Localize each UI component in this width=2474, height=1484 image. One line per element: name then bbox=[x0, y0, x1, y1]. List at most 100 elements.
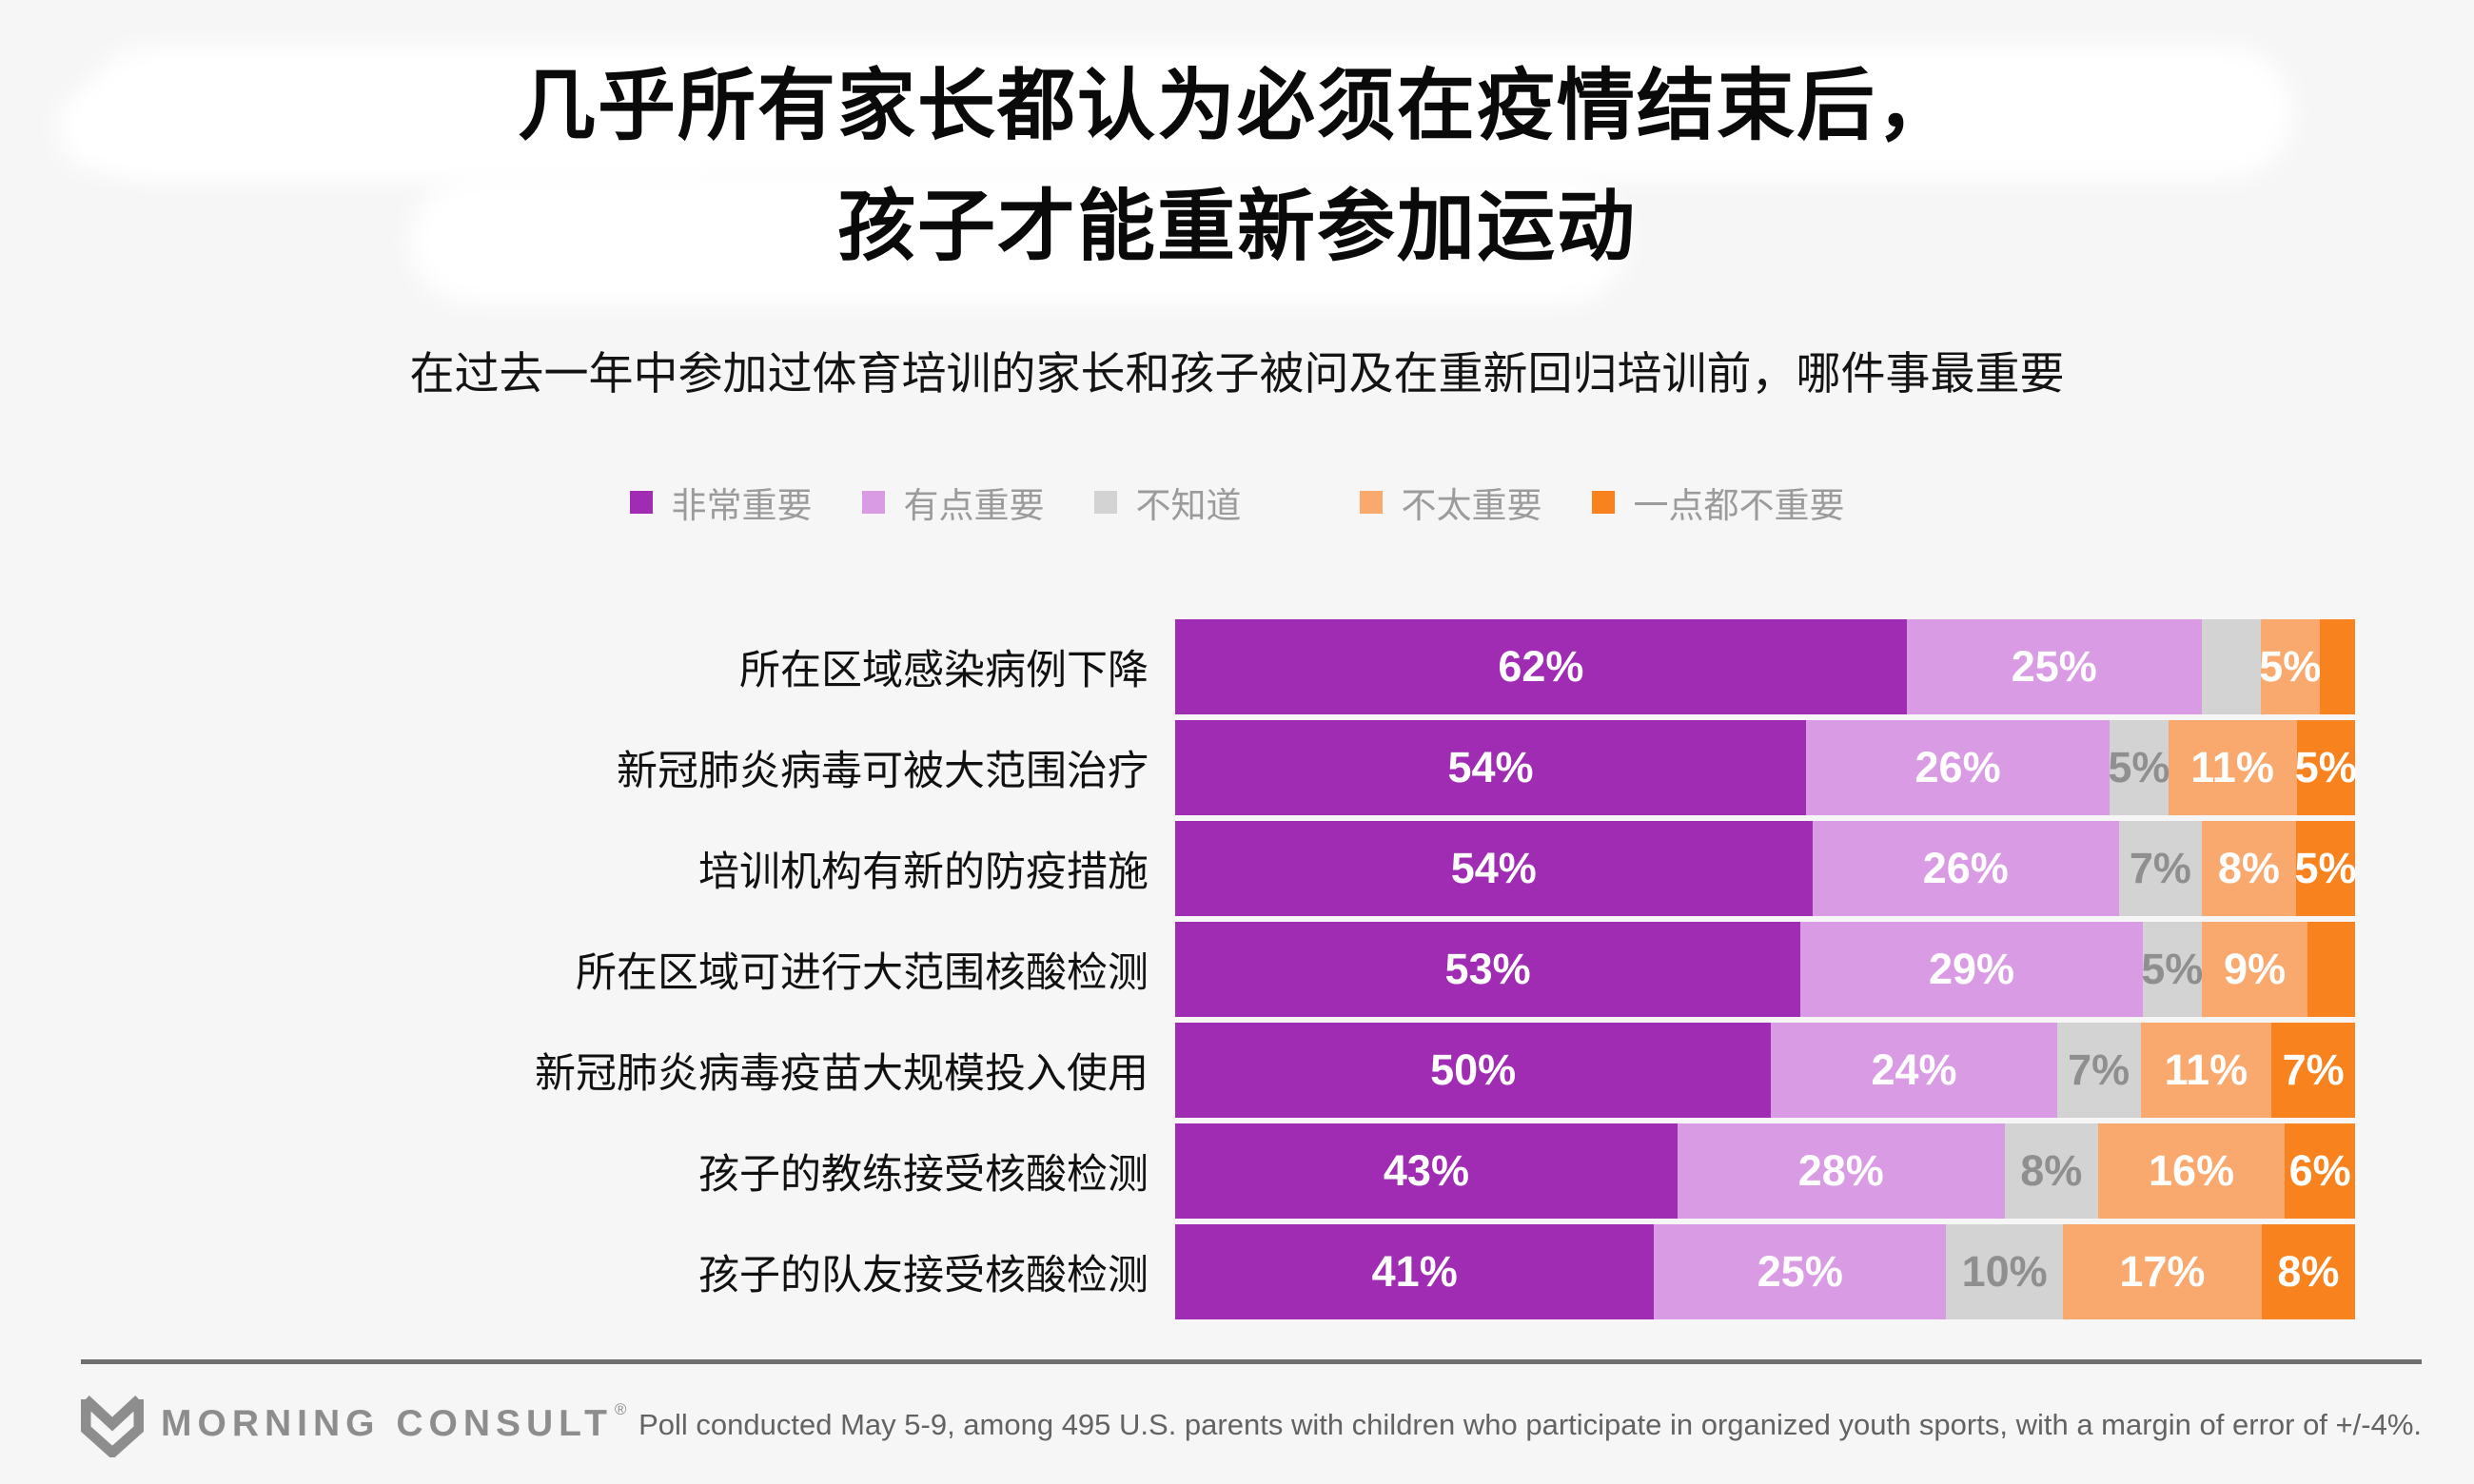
legend-label: 不知道 bbox=[1135, 486, 1242, 526]
bar-segment: 8% bbox=[2004, 1123, 2098, 1220]
bar-segment bbox=[2307, 922, 2355, 1018]
bar-segment-value: 54% bbox=[1450, 844, 1537, 893]
legend-label: 有点重要 bbox=[903, 486, 1045, 526]
legend-swatch-icon bbox=[1591, 491, 1615, 515]
category-label: 孩子的队友接受核酸检测 bbox=[698, 1253, 1149, 1299]
legend: 非常重要 有点重要 不知道 不太重要 一点都不重要 bbox=[0, 477, 2474, 528]
bar-segment: 28% bbox=[1677, 1123, 2005, 1220]
bar-segment bbox=[2319, 619, 2355, 715]
bar-segment: 54% bbox=[1175, 821, 1813, 917]
bar-segment: 54% bbox=[1175, 720, 1806, 816]
logo-wordmark: MORNING CONSULT bbox=[161, 1403, 613, 1445]
bar-segment: 17% bbox=[2063, 1224, 2262, 1320]
category-label: 所在区域感染病例下降 bbox=[739, 648, 1149, 694]
bar-segment: 29% bbox=[1800, 922, 2143, 1018]
bar-segment-value: 54% bbox=[1447, 743, 1534, 792]
bar-segment bbox=[2201, 619, 2261, 715]
bar-segment-value: 50% bbox=[1430, 1045, 1517, 1095]
bar-segment-value: 5% bbox=[2294, 743, 2357, 792]
bar-segment-value: 43% bbox=[1383, 1146, 1469, 1196]
category-label: 新冠肺炎病毒可被大范围治疗 bbox=[617, 749, 1149, 795]
bar-segment-value: 5% bbox=[2259, 642, 2322, 692]
header: 几乎所有家长都认为必须在疫情结束后， 孩子才能重新参加运动 在过去一年中参加过体育… bbox=[0, 0, 2474, 402]
stacked-bar: 53% 29% 5% 9% bbox=[1175, 922, 2355, 1018]
morning-consult-logo: MORNING CONSULT ® bbox=[81, 1393, 627, 1458]
legend-swatch-icon bbox=[1359, 491, 1383, 515]
bar-segment-value: 5% bbox=[2108, 743, 2170, 792]
bar-segment-value: 7% bbox=[2282, 1045, 2345, 1095]
legend-swatch-icon bbox=[1093, 491, 1117, 515]
chart-row: 新冠肺炎病毒疫苗大规模投入使用 50% 24% 7% 11% 7% bbox=[0, 1023, 2474, 1119]
legend-label: 不太重要 bbox=[1401, 486, 1542, 526]
legend-label: 一点都不重要 bbox=[1633, 486, 1845, 526]
stacked-bar: 50% 24% 7% 11% 7% bbox=[1175, 1023, 2355, 1119]
bar-segment-value: 6% bbox=[2288, 1146, 2351, 1196]
bar-segment-value: 53% bbox=[1444, 945, 1531, 994]
bar-segment: 62% bbox=[1175, 619, 1907, 715]
category-label: 孩子的教练接受核酸检测 bbox=[698, 1152, 1149, 1199]
methodology-note: Poll conducted May 5-9, among 495 U.S. p… bbox=[638, 1408, 2422, 1442]
stacked-bar: 54% 26% 7% 8% 5% bbox=[1175, 821, 2357, 917]
bar-segment: 24% bbox=[1771, 1023, 2057, 1119]
bar-segment-value: 5% bbox=[2141, 945, 2204, 994]
registered-trademark-icon: ® bbox=[614, 1400, 627, 1419]
legend-item: 有点重要 bbox=[861, 477, 1045, 528]
legend-item: 不知道 bbox=[1093, 477, 1242, 528]
bar-segment: 25% bbox=[1906, 619, 2202, 715]
title-highlight-blob bbox=[57, 86, 723, 171]
bar-segment-value: 10% bbox=[1961, 1247, 2048, 1297]
category-label: 培训机构有新的防疫措施 bbox=[698, 849, 1149, 896]
legend-item: 不太重要 bbox=[1359, 477, 1542, 528]
bar-segment: 43% bbox=[1175, 1123, 1678, 1220]
stacked-bar: 62% 25% 5% bbox=[1175, 619, 2355, 715]
bar-segment-value: 26% bbox=[1914, 743, 2001, 792]
bar-segment: 26% bbox=[1812, 821, 2119, 917]
bar-segment: 7% bbox=[2056, 1023, 2141, 1119]
bar-segment-value: 11% bbox=[2164, 1045, 2248, 1095]
bar-segment: 8% bbox=[2261, 1224, 2355, 1320]
bar-segment: 16% bbox=[2097, 1123, 2286, 1220]
bar-segment: 10% bbox=[1946, 1224, 2064, 1320]
bar-segment-value: 25% bbox=[2011, 642, 2097, 692]
chart-row: 所在区域感染病例下降 62% 25% 5% bbox=[0, 619, 2474, 715]
bar-segment-value: 17% bbox=[2119, 1247, 2206, 1297]
bar-segment: 7% bbox=[2118, 821, 2202, 917]
bar-segment: 11% bbox=[2140, 1023, 2272, 1119]
bar-segment: 5% bbox=[2141, 922, 2204, 1018]
bar-segment-value: 25% bbox=[1757, 1247, 1843, 1297]
chart-row: 孩子的队友接受核酸检测 41% 25% 10% 17% 8% bbox=[0, 1224, 2474, 1320]
bar-segment-value: 9% bbox=[2224, 945, 2287, 994]
bar-segment: 5% bbox=[2259, 619, 2322, 715]
bar-segment-value: 11% bbox=[2190, 743, 2274, 792]
bar-segment: 6% bbox=[2285, 1123, 2355, 1220]
bar-segment-value: 8% bbox=[2277, 1247, 2340, 1297]
bar-segment: 8% bbox=[2201, 821, 2296, 917]
bar-segment-value: 62% bbox=[1498, 642, 1584, 692]
stacked-bar: 43% 28% 8% 16% 6% bbox=[1175, 1123, 2355, 1220]
page-title: 几乎所有家长都认为必须在疫情结束后， 孩子才能重新参加运动 bbox=[0, 46, 2474, 287]
bar-segment: 5% bbox=[2294, 821, 2357, 917]
bar-segment: 7% bbox=[2271, 1023, 2355, 1119]
bar-segment-value: 5% bbox=[2294, 844, 2357, 893]
stacked-bar: 54% 26% 5% 11% 5% bbox=[1175, 720, 2357, 816]
bar-segment: 5% bbox=[2294, 720, 2357, 816]
bar-segment-value: 28% bbox=[1797, 1146, 1884, 1196]
bar-segment-value: 7% bbox=[2068, 1045, 2130, 1095]
bar-segment-value: 24% bbox=[1871, 1045, 1957, 1095]
bar-segment: 5% bbox=[2108, 720, 2170, 816]
legend-swatch-icon bbox=[629, 491, 653, 515]
legend-item: 一点都不重要 bbox=[1591, 477, 1845, 528]
chart-row: 孩子的教练接受核酸检测 43% 28% 8% 16% 6% bbox=[0, 1123, 2474, 1220]
bar-segment: 26% bbox=[1805, 720, 2111, 816]
chart-row: 培训机构有新的防疫措施 54% 26% 7% 8% 5% bbox=[0, 821, 2474, 917]
bar-segment: 25% bbox=[1654, 1224, 1947, 1320]
bar-segment: 11% bbox=[2168, 720, 2297, 816]
bar-segment-value: 8% bbox=[2217, 844, 2280, 893]
bar-segment-value: 29% bbox=[1928, 945, 2015, 994]
bar-segment: 9% bbox=[2201, 922, 2308, 1018]
morning-consult-m-icon bbox=[81, 1396, 144, 1458]
title-highlight-blob bbox=[409, 176, 1627, 304]
bar-segment-value: 16% bbox=[2149, 1146, 2235, 1196]
page-title-line1: 几乎所有家长都认为必须在疫情结束后， bbox=[517, 63, 1956, 149]
